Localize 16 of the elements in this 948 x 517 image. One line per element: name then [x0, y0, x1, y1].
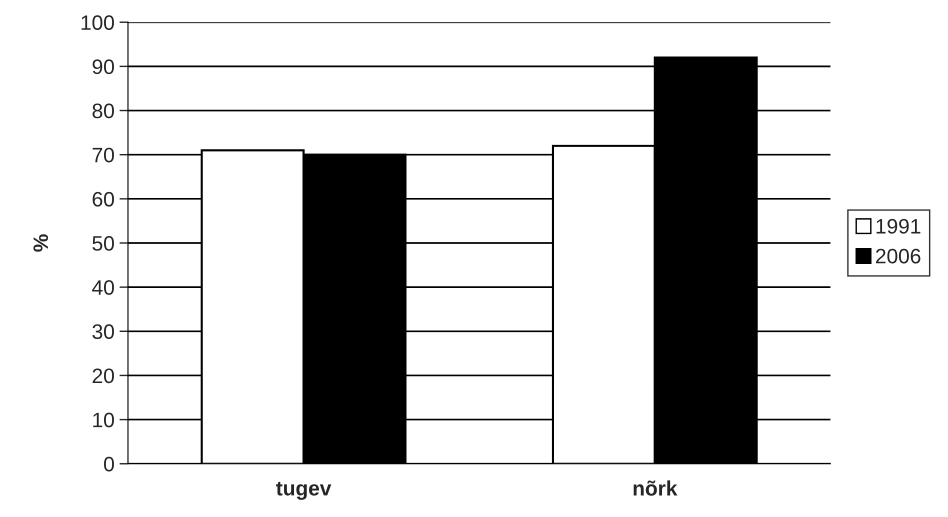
y-tick-label: 100 — [82, 15, 114, 30]
y-tick-label: 60 — [92, 192, 114, 207]
y-tick-label: 40 — [92, 280, 114, 295]
y-tick-label: 20 — [92, 368, 114, 384]
legend-label: 2006 — [876, 248, 920, 264]
x-tick-label: tugev — [276, 482, 332, 500]
y-tick-label: 90 — [92, 59, 114, 74]
y-tick-label: 50 — [92, 236, 114, 251]
x-tick-label: nõrk — [634, 480, 678, 496]
y-axis-title: % — [33, 234, 48, 252]
y-tick-label: 10 — [93, 412, 114, 428]
y-tick-label: 30 — [92, 324, 114, 340]
y-tick-label: 80 — [92, 104, 114, 118]
y-tick-label: 0 — [104, 456, 114, 472]
legend-label: 1991 — [876, 218, 920, 234]
y-tick-label: 70 — [92, 148, 114, 162]
